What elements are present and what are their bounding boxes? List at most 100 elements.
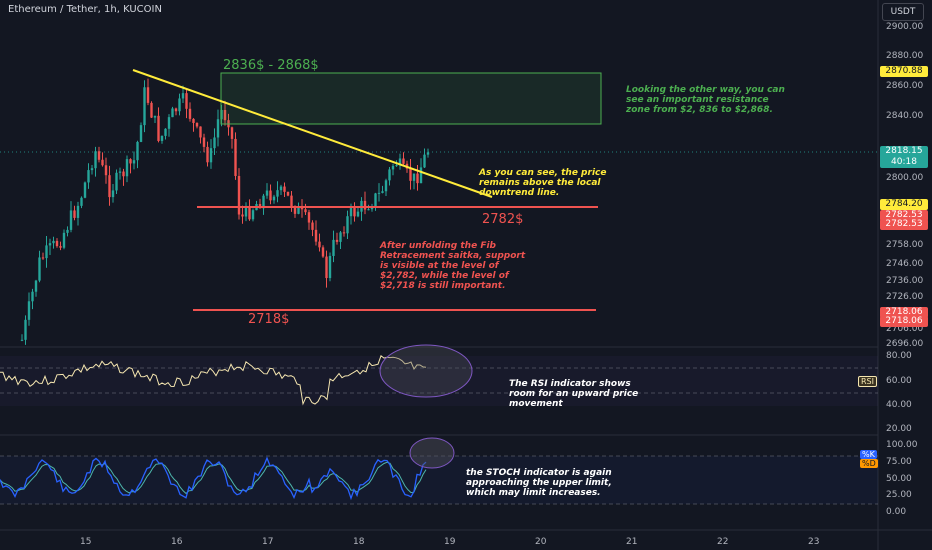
candle-body bbox=[391, 165, 395, 170]
candle-body bbox=[62, 232, 66, 248]
stoch-k-badge: %K bbox=[860, 450, 877, 459]
candle-body bbox=[356, 211, 360, 217]
candle-body bbox=[38, 257, 41, 281]
support-label-2: 2718$ bbox=[248, 312, 290, 327]
candle-body bbox=[27, 301, 31, 320]
candle-body bbox=[409, 168, 412, 181]
candle-body bbox=[223, 109, 227, 121]
price-axis-label: 2696.00 bbox=[886, 339, 924, 349]
price-axis-label: 2736.00 bbox=[886, 276, 924, 286]
stoch-d-badge: %D bbox=[860, 459, 878, 468]
price-axis-label: 2726.00 bbox=[886, 292, 924, 302]
rsi-axis-label: 80.00 bbox=[886, 351, 912, 361]
stoch-axis-label: 100.00 bbox=[886, 440, 918, 450]
stoch-highlight-circle bbox=[409, 437, 455, 469]
candle-body bbox=[206, 146, 209, 163]
candle-body bbox=[216, 119, 220, 138]
candle-body bbox=[402, 158, 405, 164]
candle-body bbox=[125, 159, 129, 177]
date-label: 22 bbox=[717, 537, 729, 547]
candle-body bbox=[104, 165, 108, 176]
candle-body bbox=[230, 127, 234, 139]
candle-body bbox=[73, 210, 76, 218]
candle-body bbox=[129, 159, 132, 164]
candle-body bbox=[328, 255, 332, 279]
price-tag-resistance: 2870.88 bbox=[880, 66, 928, 77]
candle-body bbox=[192, 118, 195, 123]
stoch-axis-label: 50.00 bbox=[886, 474, 912, 484]
candle-body bbox=[178, 98, 181, 112]
candle-body bbox=[283, 186, 286, 192]
candle-body bbox=[398, 158, 402, 166]
candle-body bbox=[353, 207, 356, 217]
candle-body bbox=[153, 115, 157, 118]
candle-body bbox=[41, 257, 45, 259]
candle-body bbox=[279, 186, 283, 191]
resistance-zone bbox=[220, 72, 602, 125]
rsi-badge: RSI bbox=[858, 376, 877, 387]
candle-body bbox=[101, 159, 104, 166]
candle-body bbox=[76, 205, 80, 218]
candle-body bbox=[160, 135, 164, 141]
candle-body bbox=[55, 240, 59, 247]
price-axis-label: 2706.00 bbox=[886, 324, 924, 334]
price-tag-yellow: 2784.20 bbox=[880, 199, 928, 210]
note-stoch: the STOCH indicator is again approaching… bbox=[466, 468, 612, 498]
date-label: 16 bbox=[171, 537, 183, 547]
rsi-highlight-circle bbox=[379, 344, 473, 398]
candle-body bbox=[248, 205, 251, 220]
candle-body bbox=[24, 319, 27, 340]
candle-body bbox=[132, 160, 136, 164]
candle-body bbox=[339, 232, 342, 242]
candle-body bbox=[34, 280, 38, 292]
candle-body bbox=[199, 126, 202, 138]
candle-body bbox=[304, 209, 307, 213]
candle-body bbox=[297, 206, 300, 214]
date-label: 15 bbox=[80, 537, 92, 547]
date-label: 17 bbox=[262, 537, 274, 547]
note-fib: After unfolding the Fib Retracement sait… bbox=[380, 241, 526, 291]
price-axis-label: 2746.00 bbox=[886, 259, 924, 269]
candle-body bbox=[181, 93, 185, 99]
candle-body bbox=[307, 212, 311, 223]
note-resistance: Looking the other way, you can see an im… bbox=[626, 85, 785, 115]
price-axis-label: 2840.00 bbox=[886, 111, 924, 121]
price-tag-red: 2782.53 bbox=[880, 210, 928, 221]
date-label: 20 bbox=[535, 537, 547, 547]
price-countdown: 40:18 bbox=[880, 157, 928, 168]
rsi-axis-label: 60.00 bbox=[886, 376, 912, 386]
candle-body bbox=[157, 115, 160, 141]
candle-body bbox=[188, 108, 192, 119]
candle-body bbox=[419, 167, 423, 184]
candle-body bbox=[374, 193, 377, 208]
stoch-axis-label: 25.00 bbox=[886, 490, 912, 500]
candle-body bbox=[384, 180, 388, 192]
candle-body bbox=[318, 241, 321, 248]
candle-body bbox=[426, 152, 430, 155]
candle-body bbox=[423, 154, 426, 168]
candle-body bbox=[377, 192, 381, 194]
candle-body bbox=[293, 206, 297, 214]
candle-body bbox=[367, 209, 370, 211]
candle-body bbox=[59, 246, 62, 248]
candle-body bbox=[118, 171, 122, 173]
stoch-axis-label: 75.00 bbox=[886, 457, 912, 467]
note-rsi: The RSI indicator shows room for an upwa… bbox=[509, 379, 639, 409]
candle-body bbox=[346, 216, 349, 234]
candle-body bbox=[150, 102, 153, 118]
candle-body bbox=[276, 190, 279, 197]
candle-body bbox=[66, 229, 69, 233]
price-tag-red: 2782.53 bbox=[880, 219, 928, 230]
candle-body bbox=[87, 170, 90, 183]
price-axis-label: 2880.00 bbox=[886, 51, 924, 61]
currency-button[interactable]: USDT bbox=[882, 3, 924, 21]
candle-body bbox=[237, 175, 241, 215]
candle-body bbox=[122, 171, 125, 177]
price-axis-label: 2800.00 bbox=[886, 173, 924, 183]
candle-body bbox=[290, 195, 293, 207]
candle-body bbox=[45, 245, 48, 259]
candle-body bbox=[335, 239, 339, 242]
candle-body bbox=[321, 247, 325, 257]
candle-body bbox=[416, 173, 419, 184]
